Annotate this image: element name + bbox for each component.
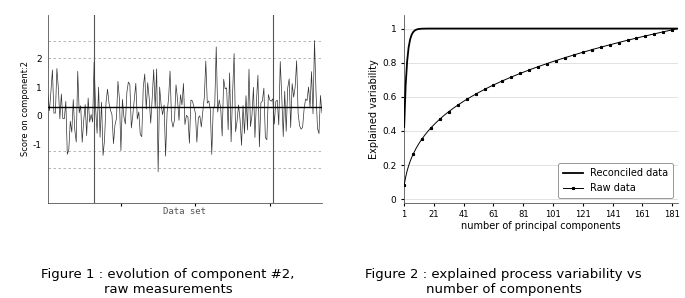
- Raw data: [443, 111, 451, 114]
- Raw data: [514, 72, 523, 76]
- X-axis label: Data set: Data set: [164, 207, 206, 216]
- Reconciled data: [516, 27, 525, 30]
- Raw data: [626, 38, 634, 41]
- Reconciled data: [628, 27, 636, 30]
- Raw data: [458, 100, 466, 104]
- X-axis label: number of principal components: number of principal components: [461, 221, 621, 231]
- Text: Figure 1 : evolution of component #2,
raw measurements: Figure 1 : evolution of component #2, ra…: [41, 268, 295, 296]
- Text: Figure 2 : explained process variability vs
number of components: Figure 2 : explained process variability…: [365, 268, 642, 296]
- Line: Raw data: Raw data: [403, 27, 680, 187]
- Reconciled data: [400, 125, 408, 129]
- Y-axis label: Explained variability: Explained variability: [369, 59, 379, 159]
- Y-axis label: Score on component:2: Score on component:2: [21, 61, 30, 156]
- Raw data: [460, 100, 468, 103]
- Reconciled data: [458, 27, 466, 30]
- Reconciled data: [501, 27, 510, 30]
- Reconciled data: [460, 27, 468, 30]
- Reconciled data: [443, 27, 451, 30]
- Legend: Reconciled data, Raw data: Reconciled data, Raw data: [558, 163, 673, 198]
- Line: Reconciled data: Reconciled data: [404, 29, 678, 127]
- Raw data: [586, 48, 595, 52]
- Raw data: [400, 184, 408, 187]
- Raw data: [674, 27, 682, 30]
- Reconciled data: [674, 27, 682, 30]
- Reconciled data: [588, 27, 596, 30]
